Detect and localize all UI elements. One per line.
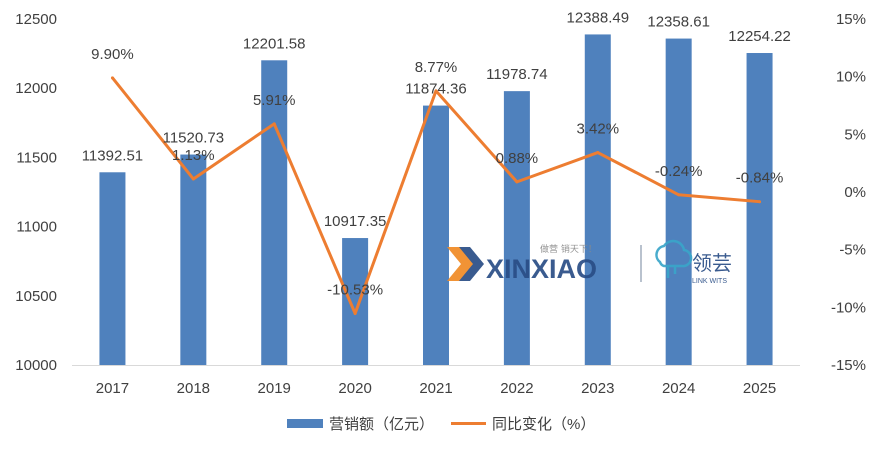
line-point	[758, 200, 762, 204]
legend-label-bar: 营销额（亿元）	[329, 416, 434, 433]
bar	[261, 60, 288, 365]
x-tick-label: 2022	[500, 380, 533, 397]
bar-value-label: 11874.36	[405, 81, 466, 98]
line-point	[515, 180, 519, 184]
watermark-brand: XINXIAO	[486, 254, 597, 284]
line-value-label: 8.77%	[415, 59, 458, 76]
y-left-tick-label: 11000	[16, 219, 57, 236]
line-value-label: 9.90%	[91, 46, 134, 63]
line-value-label: 3.42%	[577, 121, 620, 138]
bar-value-label: 11978.74	[486, 66, 547, 83]
line-point	[272, 122, 276, 126]
y-right-tick-label: -10%	[831, 299, 866, 316]
y-left-tick-label: 12500	[15, 11, 57, 28]
watermark-slogan: 做营 销天下！	[540, 243, 597, 255]
lingyun-logo-icon	[655, 239, 693, 278]
line-value-label: -0.24%	[655, 163, 703, 180]
bar-value-label: 11392.51	[82, 147, 143, 164]
x-tick-label: 2018	[177, 380, 210, 397]
y-right-tick-label: 15%	[836, 11, 866, 28]
x-tick-label: 2021	[419, 380, 452, 397]
legend-label-line: 同比变化（%）	[492, 416, 595, 433]
x-tick-label: 2020	[338, 380, 371, 397]
watermark: XINXIAO 做营 销天下！ 领芸 LINK WITS	[447, 239, 732, 285]
line-data-labels: 9.90% 1.13% 5.91% -10.53% 8.77% 0.88% 3.42% -0.…	[91, 46, 783, 299]
line-series	[110, 76, 762, 315]
watermark-partner: 领芸	[692, 251, 732, 275]
y-right-tick-label: 5%	[844, 126, 866, 143]
legend-swatch-bar	[287, 419, 323, 428]
x-tick-label: 2017	[96, 380, 129, 397]
x-tick-label: 2023	[581, 380, 614, 397]
line-point	[434, 89, 438, 93]
y-right-tick-label: -5%	[839, 242, 866, 259]
bar-data-labels: 11392.51 11520.73 12201.58 10917.35 11874.36…	[82, 9, 791, 230]
x-tick-label: 2019	[258, 380, 291, 397]
y-left-tick-label: 10500	[15, 288, 57, 305]
y-left-tick-label: 11500	[16, 149, 57, 166]
line-value-label: 0.88%	[496, 150, 539, 167]
bar	[180, 154, 207, 365]
bar	[665, 38, 692, 366]
line-point	[353, 311, 357, 315]
y-right-tick-label: 10%	[836, 69, 866, 86]
bar	[423, 105, 449, 366]
bar	[584, 34, 611, 365]
legend: 营销额（亿元） 同比变化（%）	[287, 416, 595, 433]
bar-series	[99, 34, 773, 366]
y-axis-left: 10000 10500 11000 11500 12000 12500	[15, 11, 57, 374]
line-value-label: -10.53%	[327, 281, 383, 298]
bar-value-label: 11520.73	[163, 130, 224, 147]
line-value-label: 1.13%	[172, 147, 215, 164]
line-point	[191, 177, 195, 181]
bar	[99, 172, 126, 365]
line-point	[596, 151, 600, 155]
watermark-partner-en: LINK WITS	[692, 278, 727, 285]
y-left-tick-label: 12000	[15, 80, 57, 97]
x-tick-label: 2024	[662, 380, 695, 397]
line-point	[677, 193, 681, 197]
bar-value-label: 12201.58	[243, 35, 306, 52]
y-right-tick-label: -15%	[831, 357, 866, 374]
y-left-tick-label: 10000	[15, 357, 57, 374]
bar	[503, 91, 530, 365]
bar-value-label: 12388.49	[566, 9, 629, 26]
bar	[342, 238, 369, 365]
x-tick-label: 2025	[743, 380, 776, 397]
line-value-label: -0.84%	[736, 170, 784, 187]
line-point	[110, 76, 114, 80]
x-axis: 2017 2018 2019 2020 2021 2022 2023 2024 2025	[96, 380, 776, 397]
y-right-tick-label: 0%	[844, 184, 866, 201]
bar	[746, 53, 773, 365]
y-axis-right: -15% -10% -5% 0% 5% 10% 15%	[831, 11, 866, 374]
xinxiao-logo-icon	[447, 247, 484, 281]
bar-value-label: 12358.61	[647, 14, 710, 31]
line-value-label: 5.91%	[253, 92, 296, 109]
bar-value-label: 12254.22	[728, 28, 791, 45]
bar-value-label: 10917.35	[324, 213, 387, 230]
